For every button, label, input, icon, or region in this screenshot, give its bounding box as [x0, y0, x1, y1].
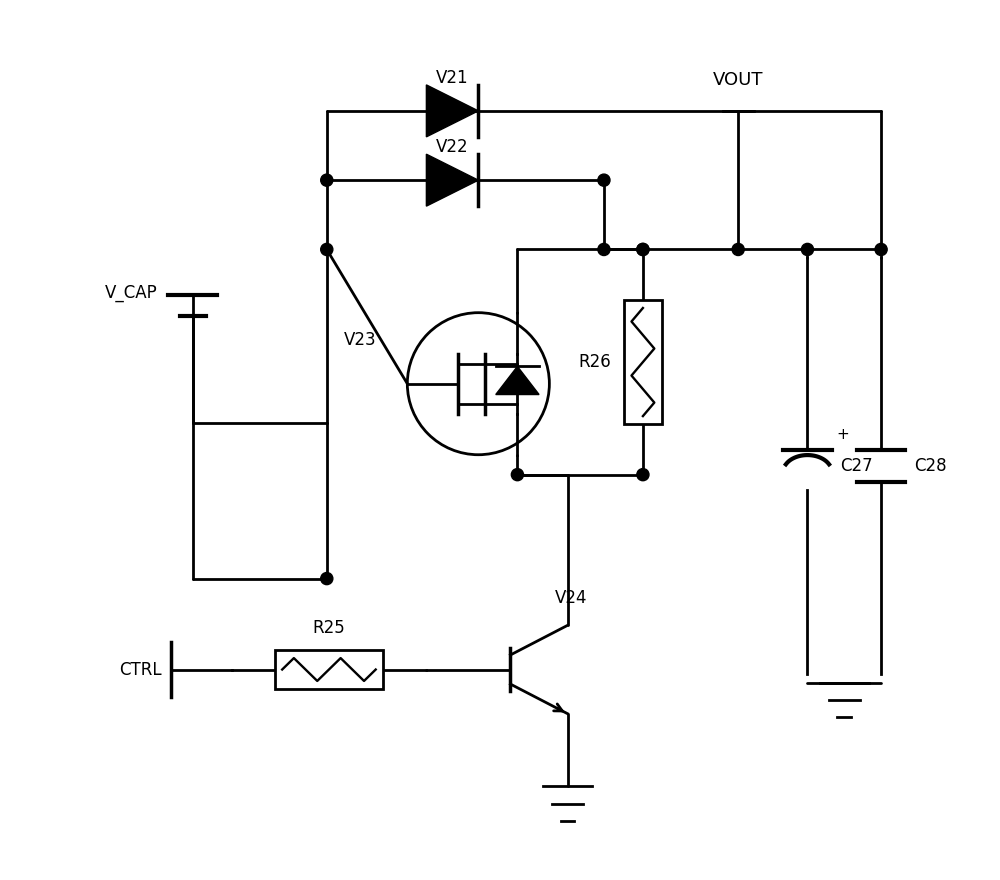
- Polygon shape: [496, 366, 539, 394]
- Circle shape: [321, 244, 333, 255]
- Circle shape: [598, 244, 610, 255]
- Circle shape: [637, 244, 649, 255]
- Text: +: +: [836, 427, 849, 442]
- Text: VOUT: VOUT: [713, 71, 763, 89]
- Text: CTRL: CTRL: [120, 661, 162, 678]
- Circle shape: [637, 244, 649, 255]
- Text: C27: C27: [840, 457, 873, 475]
- Circle shape: [801, 244, 814, 255]
- Circle shape: [321, 573, 333, 584]
- Circle shape: [598, 174, 610, 187]
- Circle shape: [732, 244, 744, 255]
- Text: R26: R26: [578, 353, 611, 371]
- Bar: [275, 650, 383, 688]
- Text: C28: C28: [914, 457, 947, 475]
- Circle shape: [875, 244, 887, 255]
- Text: V23: V23: [343, 332, 376, 349]
- Polygon shape: [426, 154, 478, 206]
- Text: V21: V21: [436, 69, 469, 86]
- Text: V24: V24: [555, 589, 587, 607]
- Text: V_CAP: V_CAP: [105, 283, 158, 302]
- Bar: [624, 300, 662, 424]
- Polygon shape: [426, 84, 478, 137]
- Text: R25: R25: [313, 620, 345, 637]
- Circle shape: [321, 174, 333, 187]
- Text: V22: V22: [436, 138, 469, 156]
- Circle shape: [637, 468, 649, 480]
- Circle shape: [511, 468, 523, 480]
